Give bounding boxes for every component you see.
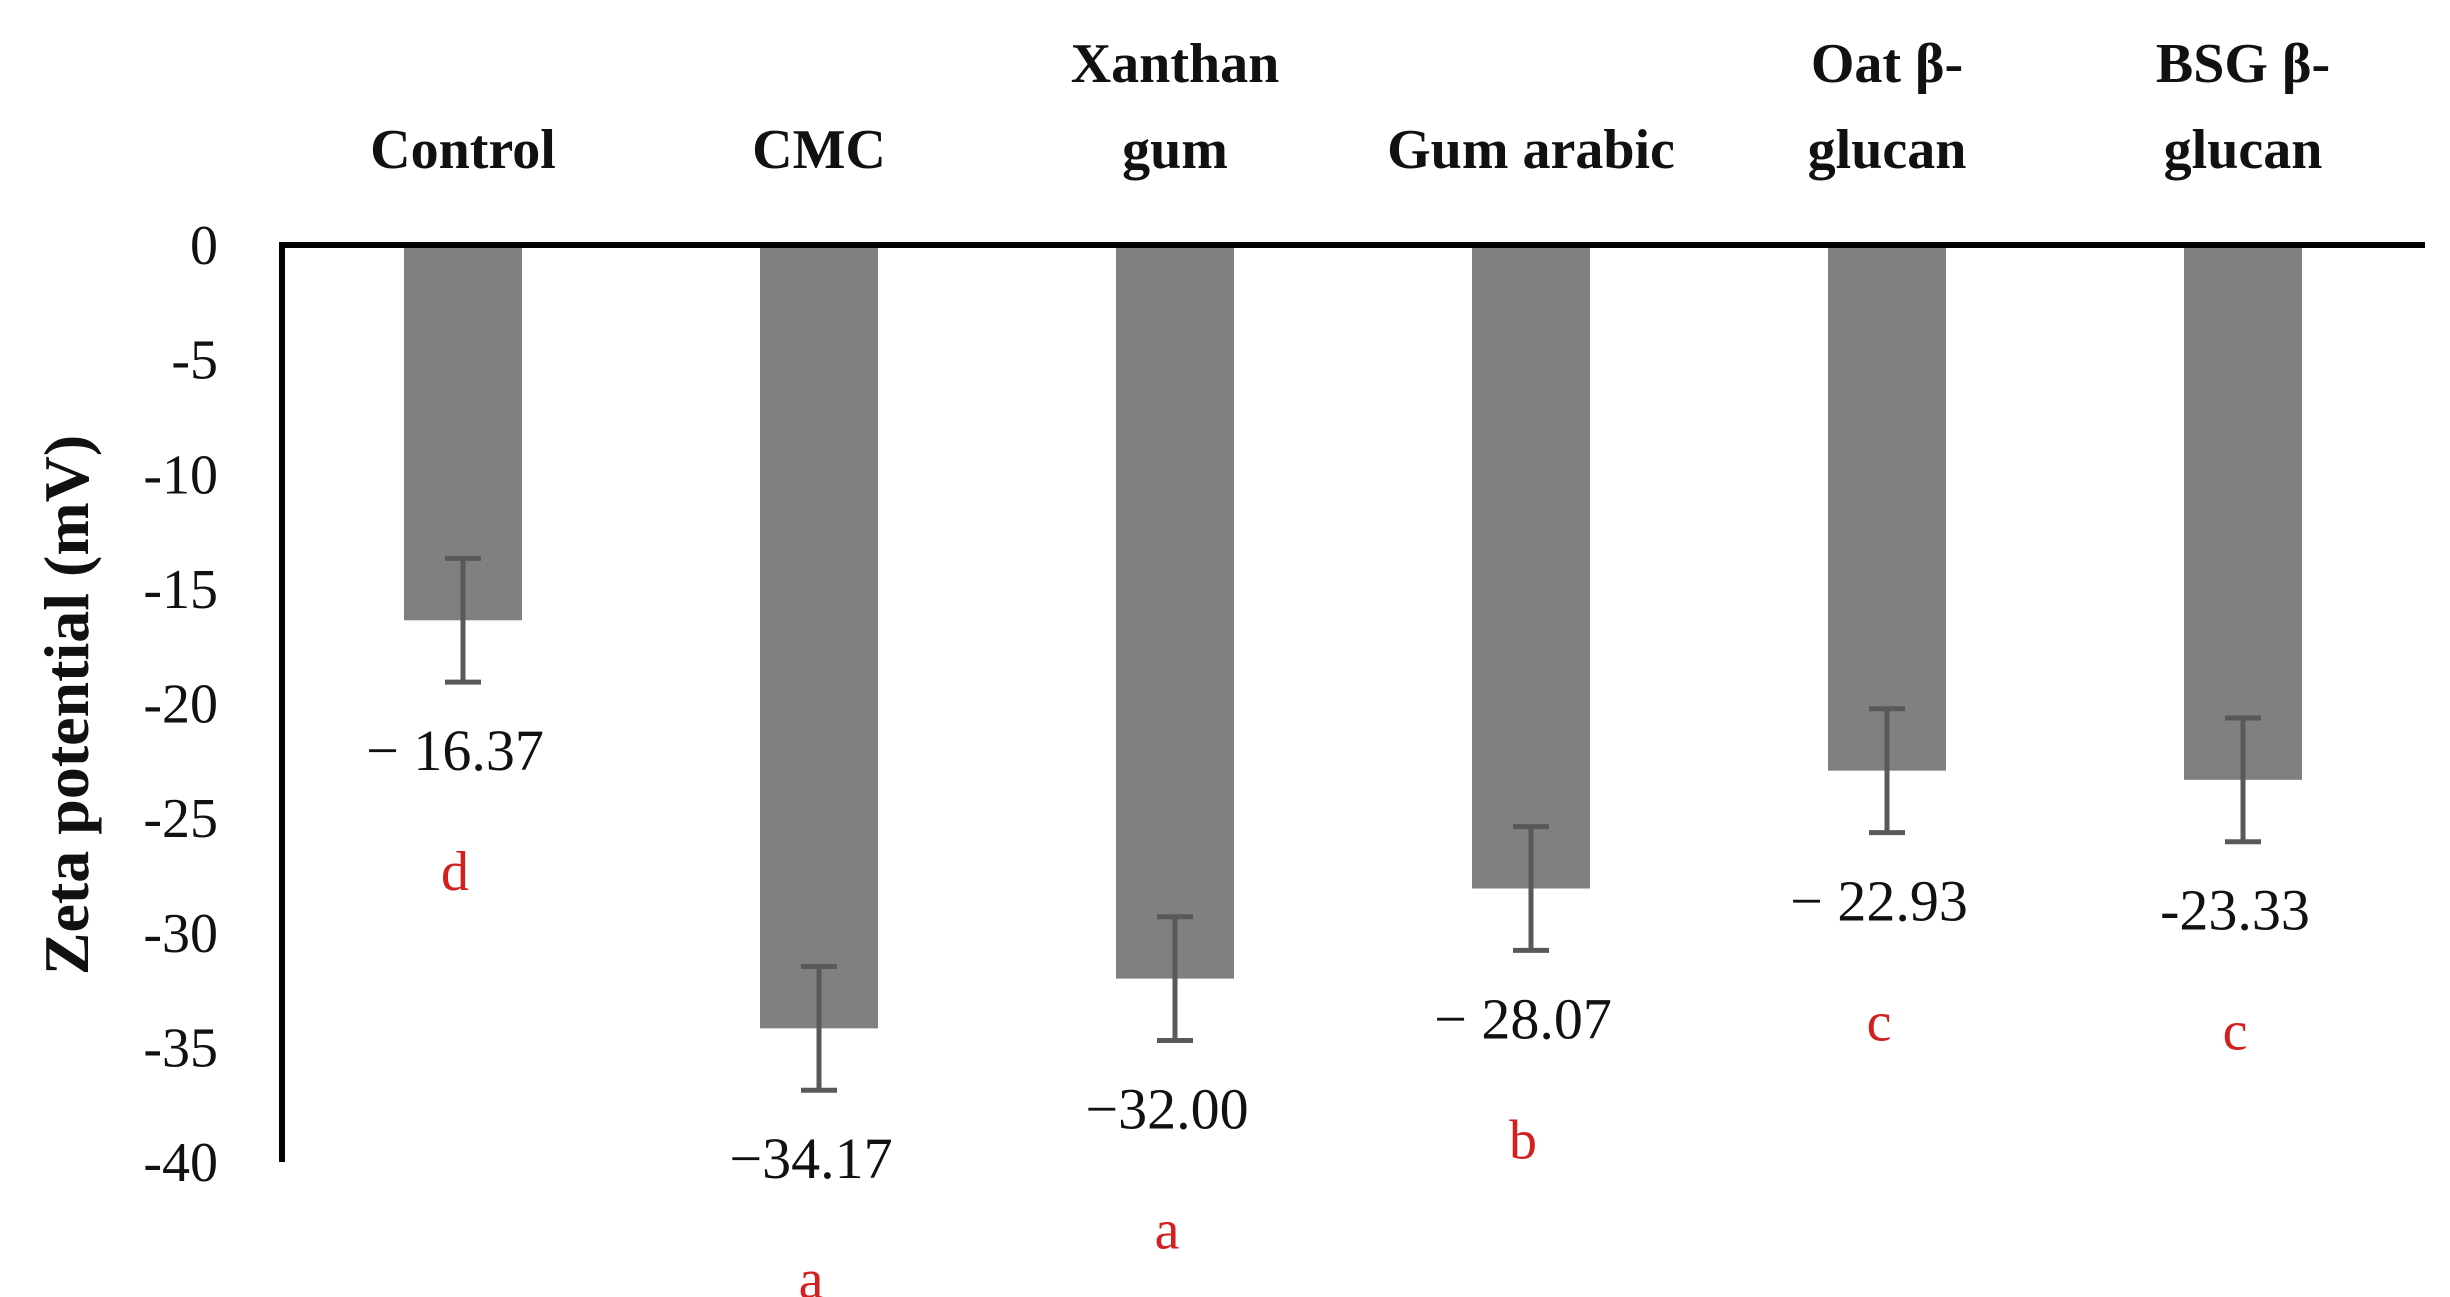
y-tick-label: -10 [143, 444, 218, 506]
y-tick-label: -25 [143, 788, 218, 850]
error-bar [1513, 824, 1549, 953]
category-label: Xanthan [1071, 33, 1280, 95]
error-bar [1157, 914, 1193, 1043]
error-bar [2225, 715, 2261, 845]
value-label: −32.00 [1085, 1076, 1248, 1141]
error-bar [1869, 706, 1905, 836]
y-axis-ticks: 0 -5 -10 -15 -20 -25 -30 -35 -40 [143, 215, 218, 1194]
significance-letters: d a a b c c [441, 841, 2247, 1297]
y-tick-label: -35 [143, 1017, 218, 1079]
y-tick-label: -15 [143, 559, 218, 621]
bar [760, 245, 878, 1029]
category-label: glucan [2164, 119, 2323, 181]
category-label: Oat β- [1811, 33, 1963, 95]
axes [279, 242, 2425, 1162]
bar [2184, 245, 2302, 780]
value-label: − 28.07 [1434, 986, 1612, 1051]
value-label: − 16.37 [366, 718, 544, 783]
significance-letter: c [1867, 992, 1892, 1054]
error-bars [445, 555, 2261, 1093]
significance-letter: c [2223, 1001, 2248, 1063]
error-bar [445, 555, 481, 685]
value-labels: − 16.37 −34.17 −32.00 − 28.07 − 22.93 -23.33 [366, 718, 2310, 1191]
bar [1472, 245, 1590, 889]
y-tick-label: -5 [171, 330, 218, 392]
category-label: gum [1122, 119, 1228, 181]
significance-letter: d [441, 841, 469, 903]
value-label: -23.33 [2160, 878, 2310, 943]
value-label: −34.17 [729, 1126, 892, 1191]
category-label: BSG β- [2156, 33, 2330, 95]
significance-letter: a [1155, 1199, 1180, 1261]
category-label: Gum arabic [1387, 119, 1675, 181]
bar [1116, 245, 1234, 979]
category-labels: Control CMC Xanthan gum Gum arabic Oat β-gluc… [370, 33, 2330, 181]
bars [404, 245, 2302, 1029]
category-label: Control [370, 119, 556, 181]
category-label: CMC [752, 119, 886, 181]
y-tick-label: 0 [190, 215, 218, 277]
significance-letter: a [799, 1249, 824, 1297]
error-bar [801, 963, 837, 1093]
y-tick-label: -30 [143, 903, 218, 965]
y-axis-title: Zeta potential (mV) [31, 435, 102, 975]
y-tick-label: -20 [143, 674, 218, 736]
bar [1828, 245, 1946, 771]
value-label: − 22.93 [1790, 869, 1968, 934]
category-label: glucan [1808, 119, 1967, 181]
y-tick-label: -40 [143, 1132, 218, 1194]
significance-letter: b [1509, 1109, 1537, 1171]
